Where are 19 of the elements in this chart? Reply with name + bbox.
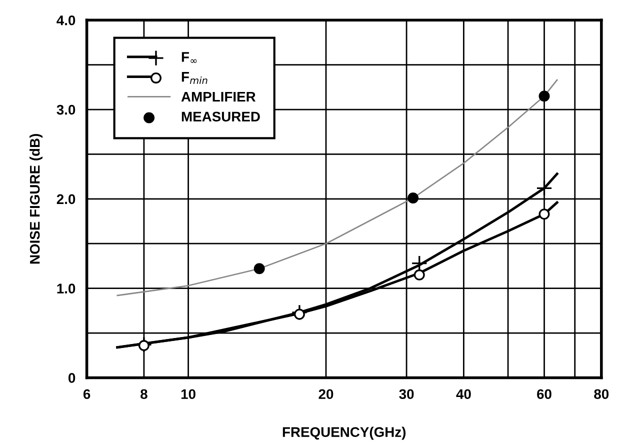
legend-label: MEASURED [182,112,260,122]
y-tick-label: 4.0 [56,15,76,26]
y-tick-label: 1.0 [57,284,76,294]
x-tick-label: 20 [318,389,334,400]
x-tick-label: 30 [399,389,414,400]
legend-label: AMPLIFIER [181,92,256,102]
x-tick-label: 6 [83,389,90,400]
x-tick-label: 40 [456,389,471,400]
x-tick-label: 8 [140,389,148,400]
x-axis-title: FREQUENCY(GHz) [282,426,406,440]
y-tick-label: 0 [68,373,76,383]
y-tick-label: 3.0 [56,104,76,115]
x-tick-label: 60 [537,389,552,400]
legend-label: F$_{min}$ [182,72,208,84]
x-tick-label: 10 [181,389,196,400]
x-tick-label: 80 [594,389,609,400]
y-tick-label: 2.0 [56,194,76,204]
legend-label: F$_{∞}$ [182,52,197,63]
y-axis-title: NOISE FIGURE (dB) [30,134,42,264]
